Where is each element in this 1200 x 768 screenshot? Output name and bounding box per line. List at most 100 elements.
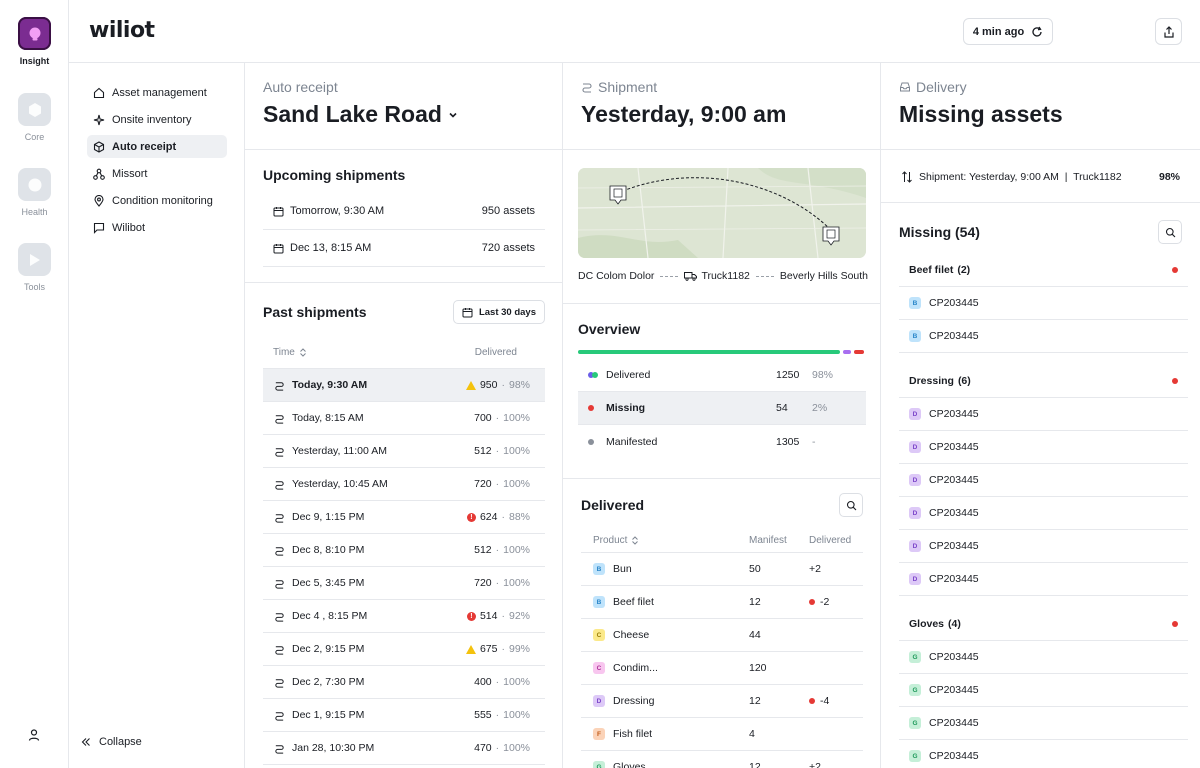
shipment-time-cell: Dec 2, 7:30 PM <box>273 676 364 688</box>
table-row[interactable]: Dec 9, 1:15 PM! 624 · 88% <box>263 501 545 534</box>
route-map[interactable] <box>578 168 866 258</box>
item-badge: G <box>909 684 921 696</box>
table-row[interactable]: Dec 2, 9:15 PM 675 · 99% <box>263 633 545 666</box>
table-row[interactable]: F Fish filet 4 <box>581 718 863 751</box>
list-item[interactable]: D CP203445 <box>899 398 1188 431</box>
section-title: Delivered <box>581 497 645 513</box>
item-badge: B <box>909 330 921 342</box>
list-item[interactable]: G CP203445 <box>899 740 1188 768</box>
page-title: Yesterday, 9:00 am <box>581 101 787 127</box>
upcoming-row[interactable]: Dec 13, 8:15 AM 720 assets <box>263 230 545 267</box>
group-title: Beef filet (2) <box>909 264 970 276</box>
table-row[interactable]: Yesterday, 11:00 AM 512 · 100% <box>263 435 545 468</box>
shipment-time: Dec 9, 1:15 PM <box>292 511 365 523</box>
shipment-time: Today, 8:15 AM <box>292 412 364 424</box>
sort-product[interactable]: Product <box>593 535 749 546</box>
table-row[interactable]: C Condim... 120 <box>581 652 863 685</box>
list-item[interactable]: B CP203445 <box>899 320 1188 353</box>
user-icon[interactable] <box>27 728 43 744</box>
nav-item-wilibot[interactable]: Wilibot <box>87 216 227 239</box>
location-selector[interactable]: Sand Lake Road <box>263 101 544 128</box>
red-dot-icon <box>588 402 606 414</box>
rail-item-core[interactable]: Core <box>0 93 69 142</box>
missing-group-header[interactable]: Beef filet (2) <box>899 254 1188 287</box>
overview-row-missing[interactable]: Missing 54 2% <box>578 392 866 425</box>
table-row[interactable]: Today, 8:15 AM 700 · 100% <box>263 402 545 435</box>
upcoming-row[interactable]: Tomorrow, 9:30 AM 950 assets <box>263 193 545 230</box>
sort-time[interactable]: Time <box>273 347 307 358</box>
shipment-delivered-cell: 470 · 100% <box>474 742 530 754</box>
table-row[interactable]: B Beef filet 12 -2 <box>581 586 863 619</box>
group-count: (2) <box>957 264 971 276</box>
rail-item-health[interactable]: Health <box>0 168 69 217</box>
page-title: Sand Lake Road <box>263 101 442 127</box>
product-name: Dressing <box>613 695 655 707</box>
list-item[interactable]: B CP203445 <box>899 287 1188 320</box>
sync-arrows-icon <box>902 170 912 183</box>
asset-id: CP203445 <box>929 651 979 663</box>
overview-row-manifested[interactable]: Manifested 1305 - <box>578 425 866 458</box>
nav-item-asset-management[interactable]: Asset management <box>87 81 227 104</box>
group-count: (4) <box>948 618 961 630</box>
table-row[interactable]: C Cheese 44 <box>581 619 863 652</box>
nav-item-condition-monitoring[interactable]: Condition monitoring <box>87 189 227 212</box>
list-item[interactable]: D CP203445 <box>899 431 1188 464</box>
item-badge: G <box>909 750 921 762</box>
red-dot-icon <box>809 698 815 704</box>
list-item[interactable]: G CP203445 <box>899 674 1188 707</box>
asset-id: CP203445 <box>929 297 979 309</box>
overview-row-delivered[interactable]: Delivered 1250 98% <box>578 359 866 392</box>
nav-item-missort[interactable]: Missort <box>87 162 227 185</box>
separator-dot: · <box>495 676 500 688</box>
products-list: B Bun 50 +2 B Beef filet 12 -2 C Cheese 44 C Condim.… <box>581 553 863 768</box>
list-item[interactable]: D CP203445 <box>899 497 1188 530</box>
nav-item-auto-receipt[interactable]: Auto receipt <box>87 135 227 158</box>
shipment-time-cell: Yesterday, 10:45 AM <box>273 478 388 490</box>
table-row[interactable]: Dec 2, 7:30 PM 400 · 100% <box>263 666 545 699</box>
shipment-time: Dec 1, 9:15 PM <box>292 709 365 721</box>
table-row[interactable]: Jan 28, 10:30 PM 470 · 100% <box>263 732 545 765</box>
product-badge: B <box>593 563 605 575</box>
list-item[interactable]: D CP203445 <box>899 563 1188 596</box>
shipment-count: 720 <box>474 478 492 490</box>
list-item[interactable]: G CP203445 <box>899 707 1188 740</box>
list-item[interactable]: D CP203445 <box>899 464 1188 497</box>
collapse-button[interactable]: Collapse <box>81 736 142 748</box>
search-button[interactable] <box>839 493 863 517</box>
table-row[interactable]: G Gloves 12 +2 <box>581 751 863 768</box>
page-title: Missing assets <box>899 101 1063 127</box>
table-row[interactable]: Today, 9:30 AM 950 · 98% <box>263 369 545 402</box>
column-header-delivered: Delivered <box>474 346 517 358</box>
table-row[interactable]: B Bun 50 +2 <box>581 553 863 586</box>
separator-dot: · <box>495 709 500 721</box>
network-icon <box>93 168 105 180</box>
shipment-count: 400 <box>474 676 492 688</box>
table-row[interactable]: Dec 1, 9:15 PM 555 · 100% <box>263 699 545 732</box>
share-button[interactable] <box>1155 18 1182 45</box>
product-name: Gloves <box>613 761 646 768</box>
table-row[interactable]: Dec 5, 3:45 PM 720 · 100% <box>263 567 545 600</box>
date-range-filter[interactable]: Last 30 days <box>452 300 545 324</box>
missing-group-header[interactable]: Gloves (4) <box>899 608 1188 641</box>
delivered-dots-icon <box>588 372 606 378</box>
product-badge: C <box>593 662 605 674</box>
rail-item-tools[interactable]: Tools <box>0 243 69 292</box>
nav-item-onsite-inventory[interactable]: Onsite inventory <box>87 108 227 131</box>
error-icon: ! <box>466 611 476 621</box>
item-badge: G <box>909 651 921 663</box>
shipment-time-cell: Yesterday, 11:00 AM <box>273 445 387 457</box>
rail-item-insight[interactable]: Insight <box>0 17 69 66</box>
asset-id: CP203445 <box>929 474 979 486</box>
sort-icon <box>300 347 306 357</box>
search-button[interactable] <box>1158 220 1182 244</box>
list-item[interactable]: D CP203445 <box>899 530 1188 563</box>
table-row[interactable]: Yesterday, 10:45 AM 720 · 100% <box>263 468 545 501</box>
table-row[interactable]: Dec 4 , 8:15 PM! 514 · 92% <box>263 600 545 633</box>
missing-group-header[interactable]: Dressing (6) <box>899 365 1188 398</box>
refresh-button[interactable]: 4 min ago <box>963 18 1053 45</box>
table-row[interactable]: Dec 8, 8:10 PM 512 · 100% <box>263 534 545 567</box>
shipment-time: Yesterday, 10:45 AM <box>292 478 388 490</box>
table-row[interactable]: D Dressing 12 -4 <box>581 685 863 718</box>
list-item[interactable]: G CP203445 <box>899 641 1188 674</box>
shipment-time-cell: Dec 4 , 8:15 PM <box>273 610 367 622</box>
